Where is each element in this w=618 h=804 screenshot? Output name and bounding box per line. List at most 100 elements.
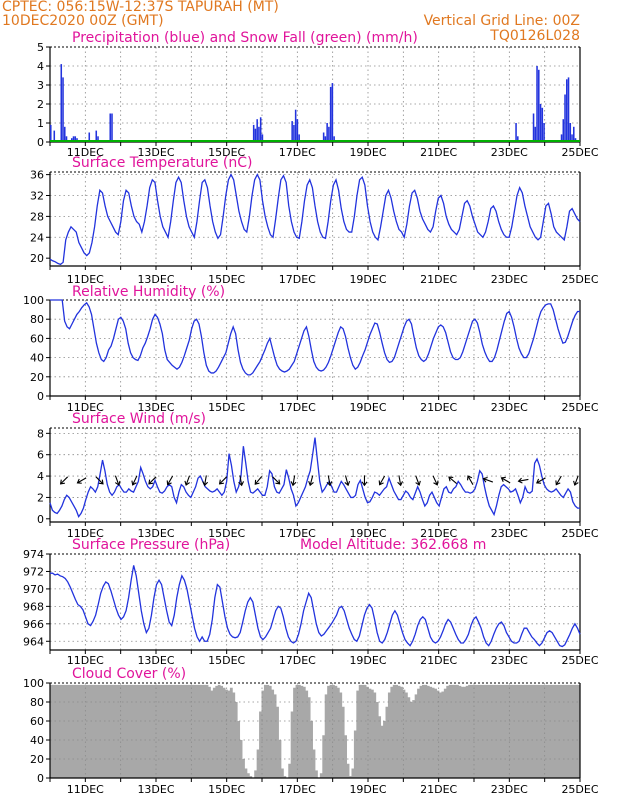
cloud-bar: [577, 684, 581, 778]
cloud-bar: [524, 684, 527, 778]
cloud-bar: [195, 684, 199, 778]
wind-arrow-shaft: [77, 477, 87, 484]
x-tick-label: 11DEC: [67, 783, 104, 796]
panel-rh: 0 20 40 60 80 100 11DEC 13DEC 15DEC 17DEC 19DEC 21D…: [23, 284, 599, 414]
y-tick-label: 40: [30, 734, 44, 747]
y-tick-label: 80: [30, 313, 44, 326]
wind-arrow-head: [76, 478, 82, 484]
precip-bar: [536, 66, 538, 142]
cloud-bar: [536, 684, 540, 778]
cloud-bar: [310, 721, 313, 778]
grid-rh: [50, 300, 580, 396]
cloud-bar: [249, 776, 253, 778]
cloud-bar: [397, 685, 401, 778]
precip-bar: [331, 83, 334, 142]
cloud-bar: [242, 759, 245, 778]
cloud-bar: [62, 684, 65, 778]
cloud-bar: [419, 685, 423, 778]
cloud-bar: [113, 684, 117, 778]
x-tick-label: 15DEC: [208, 146, 245, 159]
wind-arrow-head: [218, 479, 224, 485]
cloud-bar: [198, 684, 202, 778]
cloud-bar: [434, 688, 437, 778]
cloud-bar: [156, 684, 160, 778]
cloud-bar: [553, 684, 557, 778]
cloud-bar: [88, 684, 92, 778]
cloud-bar: [91, 684, 95, 778]
cloud-bar: [193, 684, 197, 778]
wind-arrow-head: [59, 479, 65, 485]
cloud-bar: [349, 776, 352, 778]
cloud-bar: [205, 684, 209, 778]
cloud-bar: [222, 687, 226, 778]
wind-arrow-head: [433, 480, 439, 486]
wind-arrow-shaft: [344, 475, 349, 486]
cloud-bar: [227, 690, 231, 778]
wind-arrow: [59, 476, 69, 485]
y-tick-label: 0: [37, 136, 44, 149]
header-gridline: Vertical Grid Line: 00Z: [424, 13, 580, 29]
y-tick-label: 24: [30, 231, 44, 244]
wind-arrow: [95, 476, 104, 485]
cloud-bar: [263, 684, 267, 778]
cloud-bar: [383, 721, 386, 778]
y-tick-label: 0: [37, 772, 44, 785]
x-tick-label: 17DEC: [279, 527, 316, 540]
cloud-bar: [152, 684, 155, 778]
cloud-bar: [105, 684, 109, 778]
x-tick-label: 23DEC: [491, 273, 528, 286]
wind-arrow-shaft: [239, 475, 243, 486]
panel-title: Precipitation (blue) and Snow Fall (gree…: [72, 30, 418, 46]
x-tick-label: 21DEC: [420, 401, 457, 414]
cloud-bar: [71, 684, 75, 778]
precip-bar: [88, 132, 91, 142]
cloud-bar: [438, 692, 442, 778]
cloud-bar: [166, 684, 170, 778]
x-tick-label: 13DEC: [137, 146, 174, 159]
cloud-bar: [448, 684, 452, 778]
x-tick-label: 21DEC: [420, 146, 457, 159]
panel-title: Relative Humidity (%): [72, 284, 225, 300]
wind-arrow: [166, 475, 174, 486]
x-tick-label: 17DEC: [279, 273, 316, 286]
wind-arrow: [326, 475, 333, 487]
wind-arrow-head: [573, 480, 579, 486]
panel-wind: 0 2 4 6 8 11DEC 13DEC 15DEC 17DEC 19DEC 21DEC 23DEC…: [37, 411, 599, 540]
precip-bar: [95, 130, 98, 142]
wind-arrow: [272, 476, 281, 485]
cloud-bar: [504, 684, 508, 778]
wind-arrow-shaft: [272, 476, 281, 485]
y-tick-label: 20: [30, 252, 44, 265]
cloud-bar: [169, 684, 172, 778]
wind-arrow-head: [555, 480, 561, 486]
x-tick-label: 19DEC: [349, 527, 386, 540]
cloud-bar: [186, 684, 189, 778]
cloud-bar: [368, 688, 372, 778]
wind-arrow-shaft: [185, 475, 191, 486]
cloud-bar: [295, 684, 299, 778]
x-tick-label: 13DEC: [137, 527, 174, 540]
cloud-bar: [509, 684, 513, 778]
cloud-bar: [358, 684, 362, 778]
cloud-bar: [74, 684, 78, 778]
x-tick-label: 13DEC: [137, 273, 174, 286]
cloud-bar: [64, 684, 68, 778]
precip-bar: [534, 126, 537, 142]
wind-arrow-shaft: [219, 476, 228, 485]
precip-bar: [62, 77, 64, 142]
cloud-bar: [424, 684, 428, 778]
precip-bar: [538, 69, 540, 142]
cloud-bar: [159, 684, 163, 778]
y-tick-label: 974: [23, 548, 44, 561]
cloud-bar: [402, 689, 406, 778]
cloud-bar: [336, 687, 340, 778]
cloud-bars: [50, 684, 581, 778]
grid-precip: [50, 47, 580, 142]
y-tick-label: 2: [37, 98, 44, 111]
x-tick-label: 13DEC: [137, 783, 174, 796]
header-datetime: 10DEC2020 00Z (GMT): [2, 13, 164, 29]
wind-arrow: [202, 475, 209, 487]
wind-arrow-shaft: [114, 475, 120, 486]
precip-bar: [322, 132, 325, 142]
